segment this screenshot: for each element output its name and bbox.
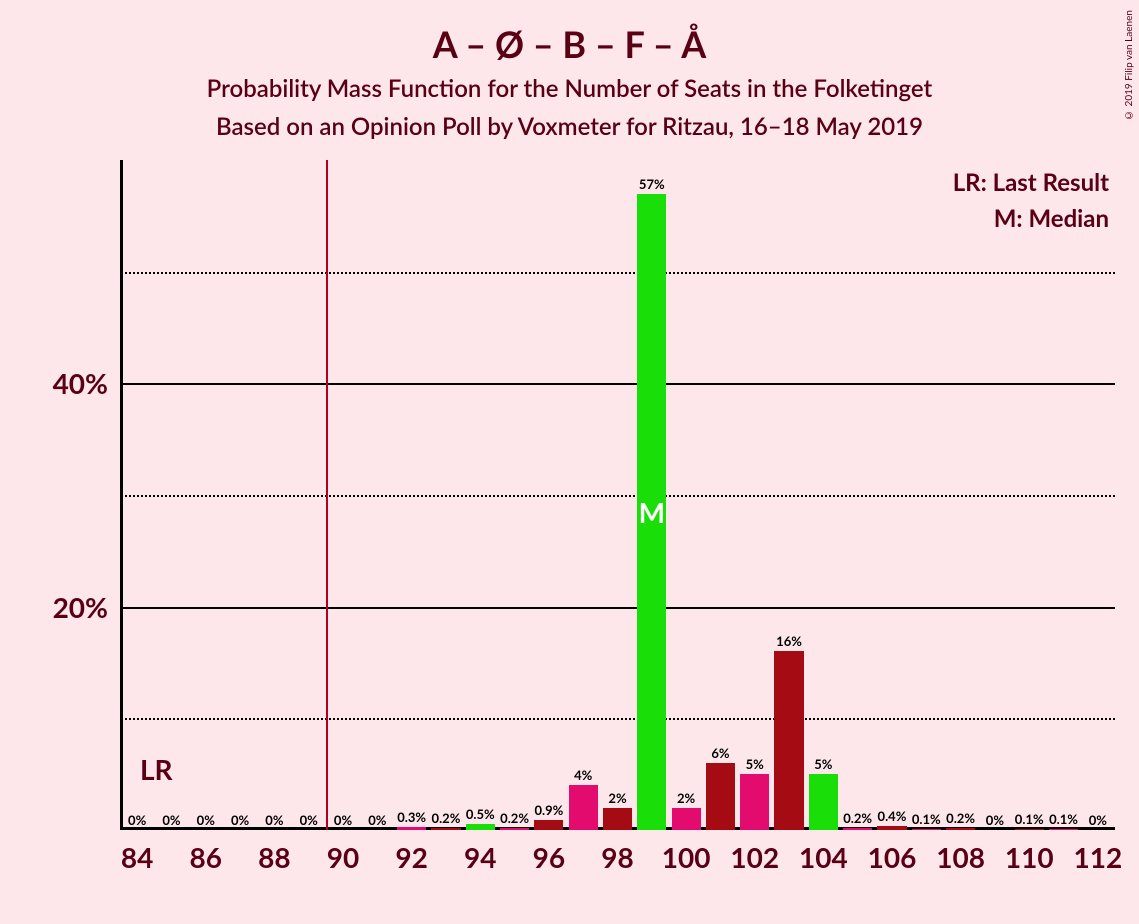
bar (706, 763, 735, 830)
last-result-line (326, 160, 328, 830)
bar-value-label: 0% (986, 812, 1004, 828)
bar-value-label: 5% (746, 756, 764, 772)
bar-value-label: 0% (265, 812, 283, 828)
bar (1015, 829, 1044, 830)
bar-value-label: 0.2% (843, 810, 872, 826)
x-tick-label: 110 (1005, 840, 1054, 874)
bar (672, 808, 701, 830)
chart-subtitle-1: Probability Mass Function for the Number… (0, 74, 1139, 103)
bar (877, 826, 906, 830)
bar-value-label: 0% (128, 812, 146, 828)
bar (397, 827, 426, 830)
x-tick-label: 102 (730, 840, 779, 874)
bar-value-label: 4% (574, 767, 592, 783)
grid-minor (120, 272, 1115, 274)
y-tick-label: 20% (53, 590, 108, 624)
bar (809, 774, 838, 830)
bar-value-label: 0% (162, 812, 180, 828)
plot-area: 20%40%8486889092949698100102104106108110… (120, 160, 1115, 830)
bar-value-label: 0.2% (946, 810, 975, 826)
bar-value-label: 5% (814, 756, 832, 772)
copyright-label: © 2019 Filip van Laenen (1123, 10, 1135, 121)
median-label: M (639, 495, 665, 529)
bar (534, 820, 563, 830)
bar-value-label: 0.1% (1049, 811, 1078, 827)
x-tick-label: 112 (1073, 840, 1122, 874)
bar (774, 651, 803, 830)
bar-value-label: 57% (639, 176, 665, 192)
bar (431, 828, 460, 830)
bar-value-label: 0% (1089, 812, 1107, 828)
x-tick-label: 88 (258, 840, 290, 874)
bar (603, 808, 632, 830)
bar-value-label: 0.4% (878, 808, 907, 824)
bar-value-label: 0% (300, 812, 318, 828)
bar-value-label: 0.1% (912, 811, 941, 827)
bar-value-label: 0.5% (466, 806, 495, 822)
bar-value-label: 16% (776, 633, 802, 649)
x-tick-label: 92 (395, 840, 427, 874)
bar-value-label: 2% (677, 790, 695, 806)
bar-value-label: 0% (334, 812, 352, 828)
bar (843, 828, 872, 830)
x-tick-label: 84 (121, 840, 153, 874)
bar (912, 829, 941, 830)
x-tick-label: 104 (799, 840, 848, 874)
grid-major (120, 607, 1115, 609)
bar-value-label: 2% (608, 790, 626, 806)
bar-value-label: 0.9% (534, 802, 563, 818)
x-tick-label: 86 (190, 840, 222, 874)
bar-value-label: 0% (197, 812, 215, 828)
x-tick-label: 90 (327, 840, 359, 874)
x-tick-label: 100 (662, 840, 711, 874)
bar-value-label: 0.3% (397, 809, 426, 825)
chart-title: A – Ø – B – F – Å (0, 22, 1139, 66)
bar (1049, 829, 1078, 830)
bar (946, 828, 975, 830)
x-tick-label: 106 (868, 840, 917, 874)
x-tick-label: 96 (533, 840, 565, 874)
grid-major (120, 383, 1115, 385)
chart-subtitle-2: Based on an Opinion Poll by Voxmeter for… (0, 112, 1139, 141)
bar-value-label: 0.2% (500, 810, 529, 826)
bar-value-label: 6% (711, 745, 729, 761)
grid-minor (120, 718, 1115, 720)
grid-minor (120, 495, 1115, 497)
bar (500, 828, 529, 830)
bar-value-label: 0.1% (1015, 811, 1044, 827)
bar (740, 774, 769, 830)
x-tick-label: 108 (936, 840, 985, 874)
y-tick-label: 40% (53, 366, 108, 400)
bar (466, 824, 495, 830)
bar-value-label: 0% (368, 812, 386, 828)
last-result-label: LR (140, 752, 173, 786)
bar-value-label: 0% (231, 812, 249, 828)
x-tick-label: 94 (464, 840, 496, 874)
bar (569, 785, 598, 830)
x-tick-label: 98 (601, 840, 633, 874)
bar-value-label: 0.2% (432, 810, 461, 826)
